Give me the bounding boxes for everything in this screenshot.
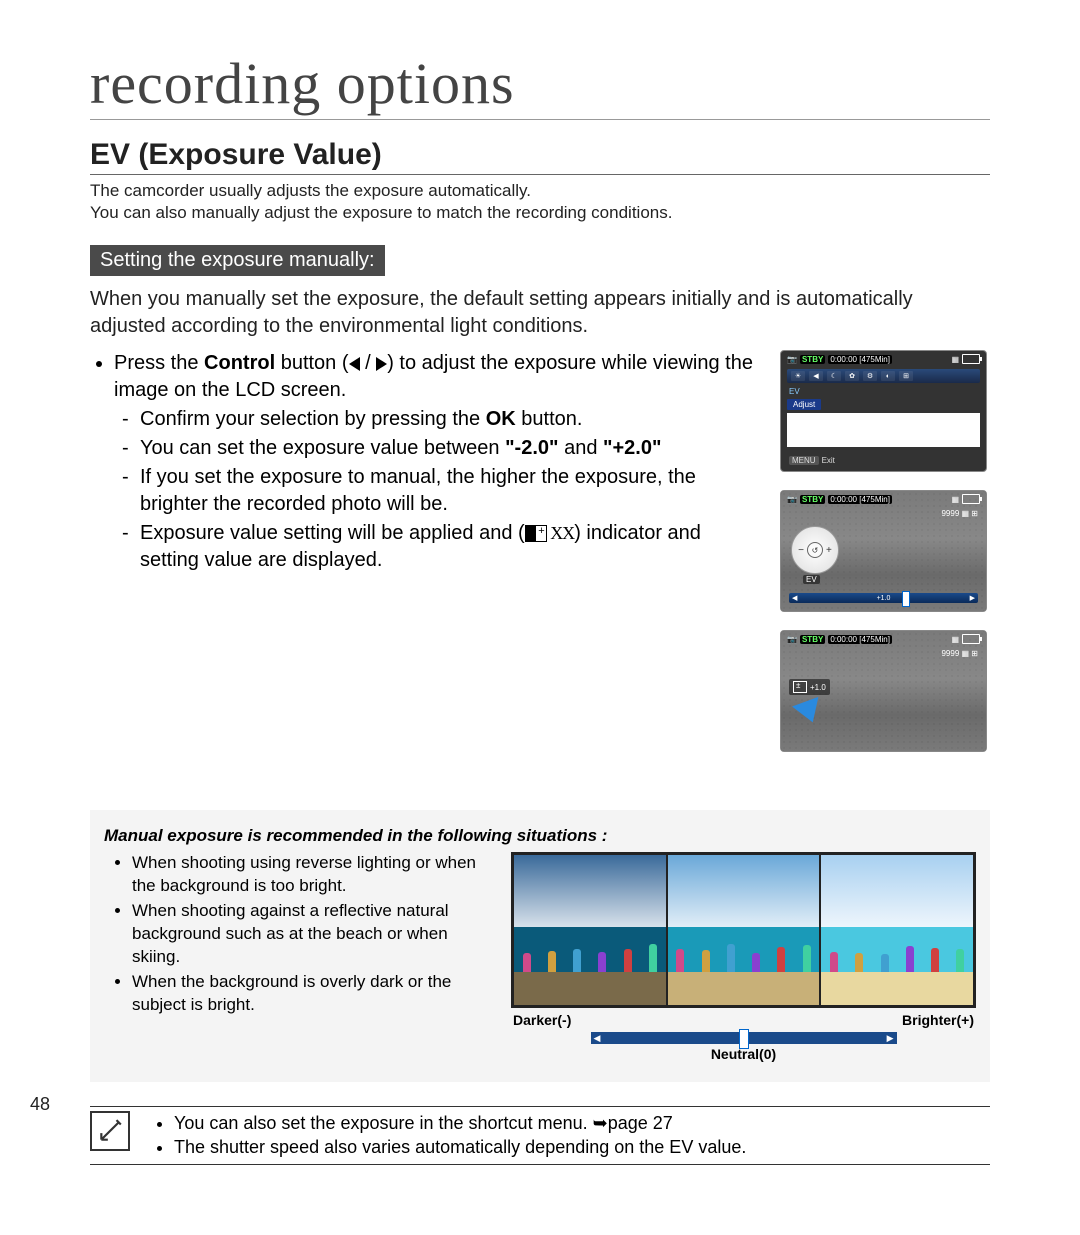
instructions-column: Press the Control button ( / ) to adjust… bbox=[90, 350, 760, 576]
bullet-main: Press the Control button ( / ) to adjust… bbox=[114, 350, 760, 574]
page-link-arrow-icon: ➥ bbox=[593, 1113, 608, 1133]
ev-menu-label: EV bbox=[789, 387, 800, 396]
photo-count-row: 9999 ▦ ⊞ bbox=[941, 649, 978, 658]
card-icon: ▦ bbox=[951, 635, 959, 644]
ev-indicator-icon bbox=[525, 525, 547, 542]
situations-item: When shooting against a reflective natur… bbox=[132, 900, 497, 969]
brighter-label: Brighter(+) bbox=[902, 1012, 974, 1028]
rec-time: 0:00:00 [475Min] bbox=[828, 635, 892, 644]
notes-row: You can also set the exposure in the sho… bbox=[90, 1106, 990, 1165]
battery-icon bbox=[962, 354, 980, 364]
page-number: 48 bbox=[30, 1094, 50, 1115]
note-2: The shutter speed also varies automatica… bbox=[174, 1135, 746, 1159]
chapter-title: recording options bbox=[90, 50, 990, 120]
ev-value-indicator: +1.0 bbox=[789, 679, 830, 695]
ev-dial: −↺+ bbox=[791, 526, 839, 574]
camera-mode-icon: 📷 bbox=[787, 635, 797, 644]
dash-2: You can set the exposure value between "… bbox=[140, 435, 760, 462]
photo-count-row: 9999 ▦ ⊞ bbox=[941, 509, 978, 518]
dash-4: Exposure value setting will be applied a… bbox=[140, 520, 760, 574]
right-triangle-icon bbox=[376, 357, 387, 371]
exit-label: MENUExit bbox=[789, 456, 835, 465]
battery-icon bbox=[962, 494, 980, 504]
lcd-screenshot-dial: 📷 STBY 0:00:00 [475Min] ▦ 9999 ▦ ⊞ −↺+ E… bbox=[780, 490, 987, 612]
situations-item: When shooting using reverse lighting or … bbox=[132, 852, 497, 898]
intro-line-1: The camcorder usually adjusts the exposu… bbox=[90, 181, 990, 201]
battery-icon bbox=[962, 634, 980, 644]
note-icon bbox=[90, 1111, 130, 1151]
lcd-screenshot-menu: 📷 STBY 0:00:00 [475Min] ▦ ☀◀☾✿⚙◐⊞ EV Adj… bbox=[780, 350, 987, 472]
exposure-comparison: Darker(-) Brighter(+) ◀▶ Neutral(0) bbox=[511, 852, 976, 1062]
exposure-sample-dark bbox=[514, 855, 666, 1005]
body-paragraph: When you manually set the exposure, the … bbox=[90, 286, 990, 340]
stby-label: STBY bbox=[800, 495, 825, 504]
intro-block: The camcorder usually adjusts the exposu… bbox=[90, 181, 990, 223]
lcd-screenshot-result: 📷 STBY 0:00:00 [475Min] ▦ 9999 ▦ ⊞ +1.0 bbox=[780, 630, 987, 752]
lcd-screenshots-column: 📷 STBY 0:00:00 [475Min] ▦ ☀◀☾✿⚙◐⊞ EV Adj… bbox=[780, 350, 990, 770]
rec-time: 0:00:00 [475Min] bbox=[828, 495, 892, 504]
camera-mode-icon: 📷 bbox=[787, 495, 797, 504]
exposure-sample-neutral bbox=[668, 855, 820, 1005]
intro-line-2: You can also manually adjust the exposur… bbox=[90, 203, 990, 223]
ev-slider: ◀+1.0▶ bbox=[789, 593, 978, 603]
stby-label: STBY bbox=[800, 635, 825, 644]
situations-box: Manual exposure is recommended in the fo… bbox=[90, 810, 990, 1082]
left-triangle-icon bbox=[349, 357, 360, 371]
note-1: You can also set the exposure in the sho… bbox=[174, 1111, 746, 1135]
camera-mode-icon: 📷 bbox=[787, 355, 797, 364]
menu-content-area bbox=[787, 413, 980, 447]
menu-icon-strip: ☀◀☾✿⚙◐⊞ bbox=[787, 369, 980, 383]
dash-1: Confirm your selection by pressing the O… bbox=[140, 406, 760, 433]
ev-dial-label: EV bbox=[803, 575, 820, 584]
dash-3: If you set the exposure to manual, the h… bbox=[140, 464, 760, 518]
sub-heading: Setting the exposure manually: bbox=[90, 245, 385, 276]
card-icon: ▦ bbox=[951, 495, 959, 504]
exposure-slider-graphic: ◀▶ bbox=[591, 1032, 897, 1044]
situations-title: Manual exposure is recommended in the fo… bbox=[104, 826, 976, 846]
adjust-button: Adjust bbox=[787, 399, 821, 410]
rec-time: 0:00:00 [475Min] bbox=[828, 355, 892, 364]
darker-label: Darker(-) bbox=[513, 1012, 571, 1028]
situations-item: When the background is overly dark or th… bbox=[132, 971, 497, 1017]
exposure-sample-bright bbox=[821, 855, 973, 1005]
situations-list: When shooting using reverse lighting or … bbox=[104, 852, 497, 1017]
stby-label: STBY bbox=[800, 355, 825, 364]
section-title: EV (Exposure Value) bbox=[90, 138, 990, 175]
card-icon: ▦ bbox=[951, 355, 959, 364]
